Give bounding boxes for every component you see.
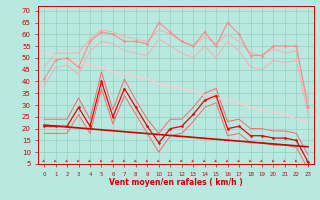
X-axis label: Vent moyen/en rafales ( km/h ): Vent moyen/en rafales ( km/h ) <box>109 178 243 187</box>
